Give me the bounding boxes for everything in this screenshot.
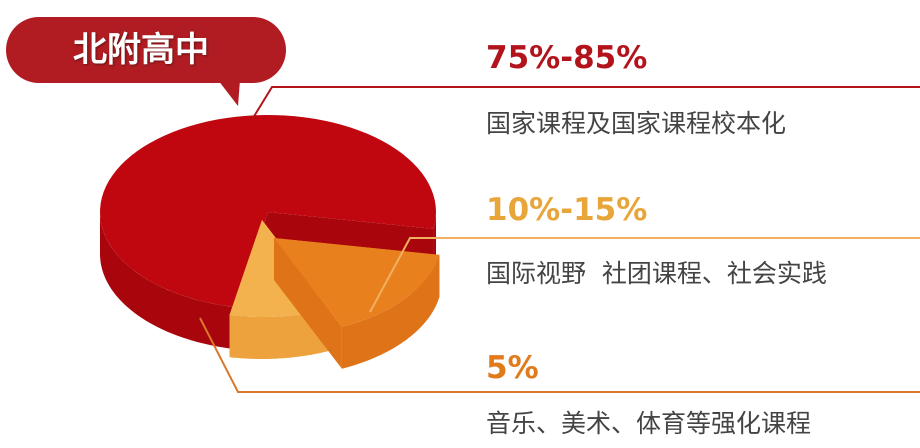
bubble-tail	[218, 80, 240, 106]
slice-label-international: 10%-15%	[486, 192, 648, 228]
slice-desc-international: 国际视野 社团课程、社会实践	[486, 259, 827, 288]
slice-national-side	[100, 212, 236, 350]
slice-desc-arts: 音乐、美术、体育等强化课程	[486, 409, 812, 438]
slice-international-cut-face	[274, 238, 342, 369]
leader-line-international	[369, 237, 920, 313]
slice-desc-national: 国家课程及国家课程校本化	[486, 109, 787, 138]
slice-international-side	[341, 254, 440, 369]
title-bubble: 北附高中	[6, 17, 286, 83]
leader-line-national	[252, 86, 920, 119]
slice-label-arts: 5%	[486, 350, 539, 386]
slice-national	[100, 115, 436, 308]
slice-arts-side	[229, 308, 330, 359]
leader-line-arts	[199, 317, 920, 393]
chart-title: 北附高中	[73, 30, 209, 70]
slice-label-national: 75%-85%	[486, 40, 648, 76]
